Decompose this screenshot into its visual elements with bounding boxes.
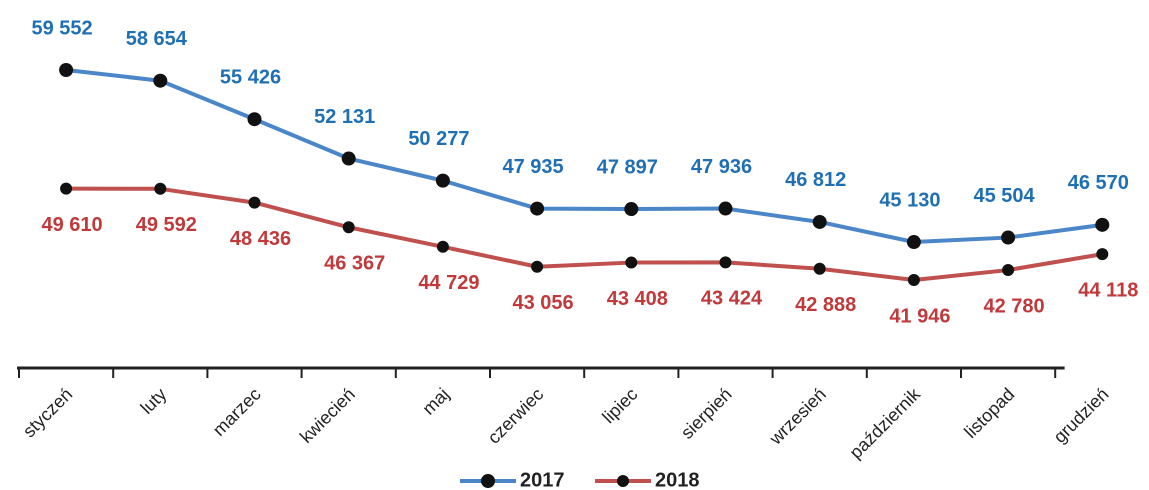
- data-label: 44 729: [418, 272, 479, 294]
- data-point: [530, 201, 545, 216]
- data-point: [1096, 248, 1109, 261]
- data-label: 42 780: [984, 295, 1045, 317]
- legend-marker: [481, 474, 495, 488]
- legend-label: 2017: [520, 469, 565, 490]
- data-label: 44 118: [1078, 279, 1138, 301]
- data-label: 47 936: [691, 156, 752, 178]
- x-tick-label: marzec: [209, 384, 265, 440]
- data-label: 42 888: [795, 294, 856, 316]
- data-point: [907, 274, 920, 286]
- series-line: [65, 68, 1103, 245]
- data-point: [342, 221, 355, 234]
- series-line: [66, 186, 1103, 282]
- x-tick-label: sierpień: [677, 384, 736, 443]
- data-point: [813, 262, 826, 275]
- data-label: 46 367: [324, 253, 385, 275]
- x-tick-label: maj: [418, 384, 453, 419]
- data-point: [1002, 264, 1015, 277]
- x-tick-label: luty: [137, 384, 171, 418]
- data-label: 49 592: [136, 214, 197, 236]
- data-label: 50 277: [408, 128, 469, 150]
- legend-marker: [617, 475, 629, 487]
- x-tick-label: czerwiec: [484, 384, 548, 448]
- data-label: 59 552: [32, 17, 93, 39]
- x-tick-label: grudzień: [1050, 384, 1113, 447]
- data-point: [341, 151, 356, 166]
- data-point: [719, 256, 732, 269]
- data-point: [812, 214, 827, 229]
- data-point: [436, 240, 449, 253]
- data-label: 43 408: [607, 288, 668, 310]
- data-point: [60, 182, 73, 195]
- x-tick-label: lipiec: [598, 384, 641, 427]
- data-point: [531, 260, 544, 273]
- x-tick-label: kwiecień: [296, 384, 359, 447]
- x-tick-label: listopad: [960, 384, 1018, 442]
- data-label: 46 812: [785, 169, 846, 191]
- x-tick-label: styczeń: [19, 384, 76, 441]
- data-label: 48 436: [230, 228, 291, 250]
- data-point: [59, 63, 74, 77]
- data-point: [153, 73, 168, 88]
- data-label: 43 424: [701, 288, 763, 310]
- data-point: [435, 173, 450, 188]
- data-label: 47 935: [503, 156, 564, 178]
- data-label: 43 056: [513, 292, 574, 314]
- data-point: [247, 112, 262, 127]
- data-label: 49 610: [42, 214, 103, 236]
- data-point: [624, 202, 639, 217]
- data-label: 45 130: [879, 189, 940, 211]
- data-point: [1095, 217, 1110, 232]
- data-label: 45 504: [974, 185, 1036, 207]
- data-label: 58 654: [126, 28, 188, 50]
- x-tick-label: październik: [846, 383, 925, 462]
- data-label: 52 131: [314, 106, 375, 128]
- data-label: 47 897: [597, 156, 658, 178]
- data-point: [906, 235, 921, 250]
- data-point: [718, 201, 733, 216]
- data-point: [1001, 230, 1016, 245]
- x-tick-label: wrzesień: [765, 384, 830, 449]
- data-point: [625, 256, 638, 269]
- data-label: 55 426: [220, 66, 281, 88]
- data-label: 41 946: [889, 305, 950, 327]
- legend-label: 2018: [655, 469, 700, 490]
- data-point: [154, 182, 167, 195]
- data-label: 46 570: [1068, 172, 1129, 194]
- data-point: [248, 196, 261, 209]
